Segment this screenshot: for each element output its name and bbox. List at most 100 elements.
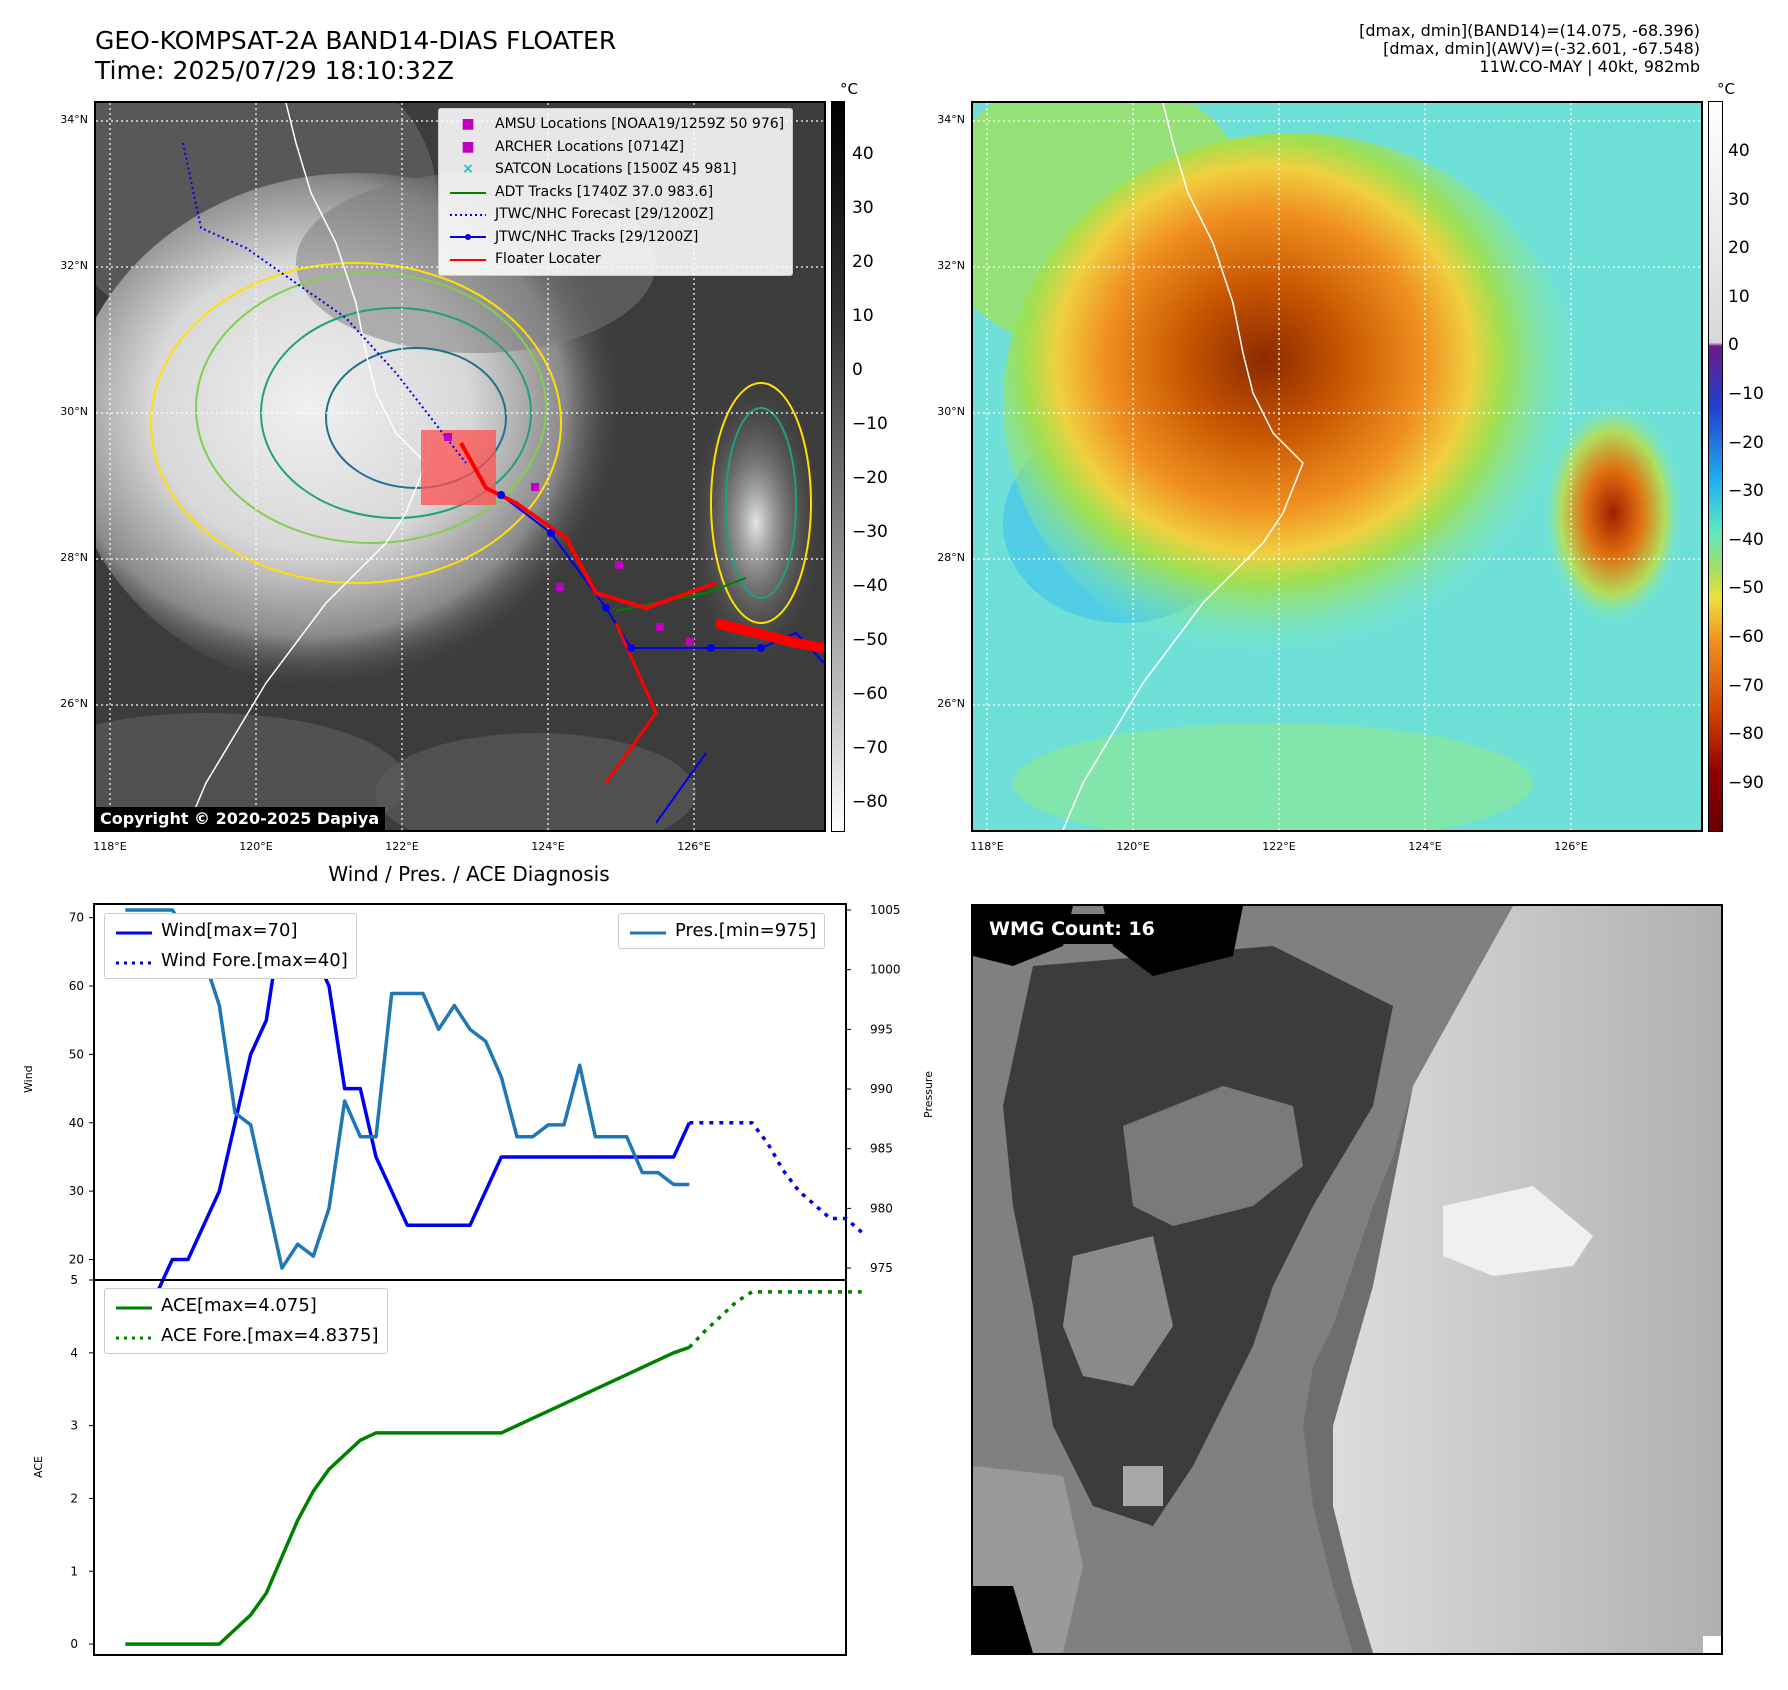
colorbar-gray [831,101,845,832]
pressure-tick-label: 980 [870,1201,893,1215]
colorbar-color-tick-label: −90 [1728,772,1764,793]
legend-archer: ■ ARCHER Locations [0714Z] [447,136,784,159]
wind-tick-label: 70 [69,911,84,925]
colorbar-gray-tick-label: 0 [852,360,863,380]
ace-tick-label: 0 [70,1637,78,1651]
colorbar-color-tick-label: −60 [1728,627,1764,647]
lat-label: 32°N [60,259,88,272]
lon-label: 126°E [677,840,711,853]
pressure-legend: Pres.[min=975] [618,913,826,949]
blue-dotted-line-icon [113,946,155,976]
legend-pres: Pres.[min=975] [627,916,816,946]
colorbar-color-tick-label: −80 [1728,724,1764,745]
lon-label: 126°E [1554,840,1588,853]
lat-label: 34°N [60,113,88,126]
legend-floater: Floater Locater [447,248,784,271]
wmg-count-badge: WMG Count: 16 [981,914,1163,944]
lat-label: 30°N [937,405,965,418]
ace-tick-label: 3 [70,1419,78,1433]
green-line-icon [447,181,489,204]
steel-line-icon [627,916,669,946]
line-dot-icon [447,226,489,249]
lon-label: 118°E [970,840,1004,853]
ace-tick-label: 1 [70,1564,78,1578]
series-line-wind [125,915,691,1296]
copyright-label: Copyright © 2020-2025 Dapiya [94,807,386,830]
red-line-icon [447,248,489,271]
wmg-image [973,906,1721,1653]
lat-label: 32°N [937,259,965,272]
legend-adt: ADT Tracks [1740Z 37.0 983.6] [447,181,784,204]
legend-satcon: × SATCON Locations [1500Z 45 981] [447,158,784,181]
colorbar-color-tick-label: 20 [1728,238,1750,259]
dotted-line-icon [447,203,489,226]
pressure-tick-label: 985 [870,1142,893,1156]
colorbar-gray-tick-label: 20 [852,252,874,272]
ace-tick-label: 5 [70,1273,78,1287]
legend-tracks: JTWC/NHC Tracks [29/1200Z] [447,226,784,249]
legend-ace-fore: ACE Fore.[max=4.8375] [113,1321,379,1351]
pressure-tick-label: 1000 [870,963,901,977]
ace-tick-label: 2 [70,1491,78,1505]
colorbar-color-tick-label: −70 [1728,675,1764,696]
legend-wind: Wind[max=70] [113,916,348,946]
series-line-pres [125,908,690,1270]
info-line2: [dmax, dmin](AWV)=(-32.601, -67.548) [1383,39,1700,58]
colorbar-color-tick-label: −40 [1728,529,1764,550]
figure-title-line1: GEO-KOMPSAT-2A BAND14-DIAS FLOATER [95,26,617,55]
chart-title: Wind / Pres. / ACE Diagnosis [328,862,610,886]
lat-label: 26°N [937,697,965,710]
lon-label: 124°E [531,840,565,853]
colorbar-gray-tick-label: −20 [852,468,888,488]
colorbar-gray-tick-label: 40 [852,144,874,164]
colorbar-gray-unit: °C [840,80,858,98]
lat-label: 26°N [60,697,88,710]
colorbar-gray-tick-label: −60 [852,684,888,704]
blue-line-icon [113,916,155,946]
info-line1: [dmax, dmin](BAND14)=(14.075, -68.396) [1359,21,1700,40]
square-marker-icon: ■ [461,116,475,132]
lon-label: 120°E [1116,840,1150,853]
ace-panel: 0 1 2 3 4 5 [70,1273,862,1656]
ace-tick-label: 4 [70,1346,78,1360]
lat-label: 28°N [60,551,88,564]
colorbar-gray-tick-label: −10 [852,414,888,434]
colorbar-gray-tick-label: −80 [852,792,888,812]
lat-label: 34°N [937,113,965,126]
colorbar-color-tick-label: −20 [1728,432,1764,453]
lon-label: 120°E [239,840,273,853]
ir-color-map-svg [973,103,1701,830]
pressure-tick-label: 975 [870,1261,893,1275]
info-line3: 11W.CO-MAY | 40kt, 982mb [1479,57,1700,76]
lat-label: 28°N [937,551,965,564]
lon-label: 122°E [385,840,419,853]
colorbar-gray-tick-label: −50 [852,630,888,650]
colorbar-gray-tick-label: −30 [852,522,888,542]
colorbar-gray-tick-label: 30 [852,198,874,218]
wind-tick-label: 40 [69,1116,84,1130]
wind-tick-label: 50 [69,1047,84,1061]
series-line-wind-fore [689,1121,863,1234]
pressure-tick-label: 1005 [870,903,901,917]
colorbar-color [1708,101,1723,832]
x-marker-icon: × [462,161,474,177]
legend-forecast: JTWC/NHC Forecast [29/1200Z] [447,203,784,226]
legend-wind-fore: Wind Fore.[max=40] [113,946,348,976]
colorbar-color-tick-label: −10 [1728,384,1764,404]
wind-tick-label: 60 [69,979,84,993]
colorbar-color-unit: °C [1717,80,1735,98]
lon-label: 124°E [1408,840,1442,853]
legend-amsu: ■ AMSU Locations [NOAA19/1259Z 50 976] [447,113,784,136]
wind-legend: Wind[max=70] Wind Fore.[max=40] [104,913,357,979]
wind-tick-label: 20 [69,1252,84,1266]
pressure-tick-label: 990 [870,1082,893,1096]
pressure-tick-label: 995 [870,1022,893,1036]
wind-tick-label: 30 [69,1184,84,1198]
colorbar-color-tick-label: 40 [1728,141,1750,161]
colorbar-gray-tick-label: −40 [852,576,888,596]
legend-ace: ACE[max=4.075] [113,1291,379,1321]
colorbar-gray-tick-label: −70 [852,738,888,758]
green-line-icon [113,1291,155,1321]
lat-label: 30°N [60,405,88,418]
